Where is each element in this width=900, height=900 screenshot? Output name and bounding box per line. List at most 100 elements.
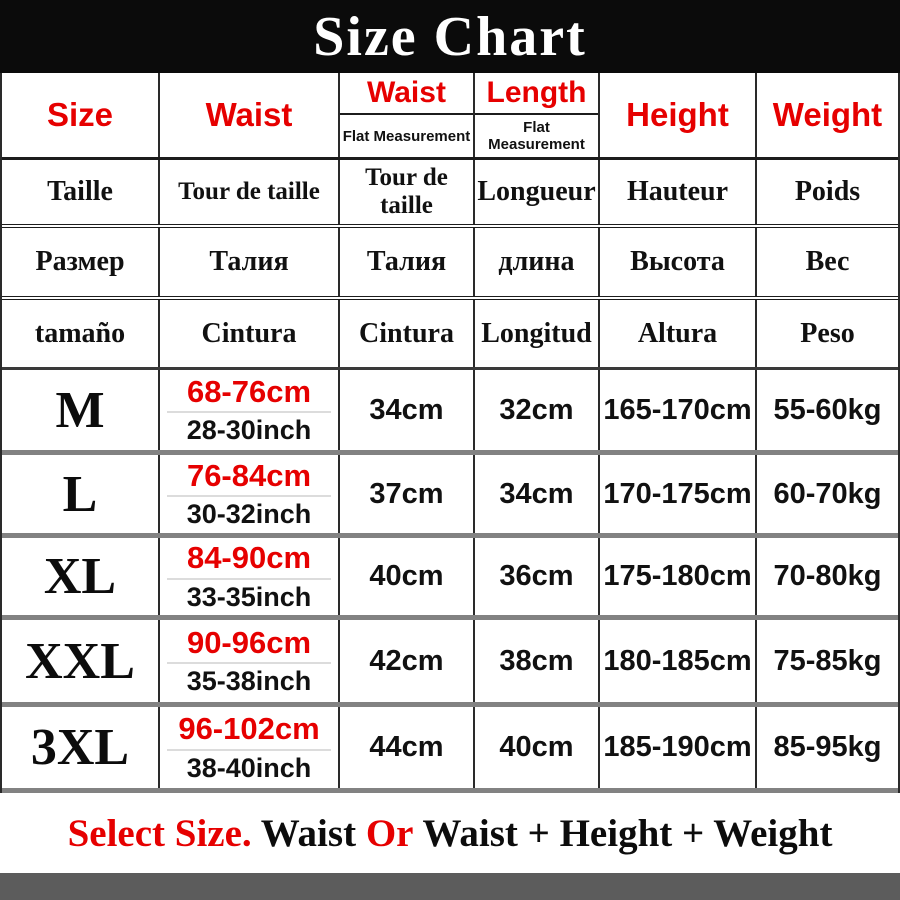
header-cell-size: Size	[2, 73, 160, 157]
french-weight: Poids	[794, 176, 861, 207]
russian-size: Размер	[2, 228, 160, 296]
waist-cell: 84-90cm 33-35inch	[160, 538, 340, 615]
size-row-l: L 76-84cm 30-32inch 37cm 34cm 170-175cm …	[2, 455, 898, 538]
size-chart-table: Size Waist Waist Flat Measurement Length…	[0, 73, 900, 793]
header-row: Size Waist Waist Flat Measurement Length…	[2, 73, 898, 160]
lang-row-spanish: tamaño Cintura Cintura Longitud Altura P…	[2, 300, 898, 370]
french-waist-flat: Tour de taille	[340, 160, 475, 224]
russian-waist-flat: Талия	[340, 228, 475, 296]
length-value: 34cm	[475, 455, 600, 533]
size-value: XL	[43, 548, 117, 605]
size-label: L	[2, 455, 160, 533]
spanish-weight: Peso	[800, 317, 855, 349]
spanish-size: tamaño	[2, 300, 160, 367]
header-length-top: Length	[475, 73, 598, 115]
header-cell-waist: Waist	[160, 73, 340, 157]
russian-length: длина	[475, 228, 600, 296]
height-value: 185-190cm	[600, 707, 757, 788]
french-waist: Tour de taille	[160, 160, 340, 224]
header-label-waist-flat: Waist	[367, 76, 446, 109]
header-length-sublabel: Flat Measurement	[488, 119, 585, 153]
height-value: 180-185cm	[600, 620, 757, 702]
footer-rest: Waist + Height + Weight	[413, 811, 833, 855]
header-label-height: Height	[626, 96, 729, 133]
header-cell-height: Height	[600, 73, 757, 157]
bottom-gray-bar	[0, 873, 900, 900]
waist-cm-value: 96-102cm	[178, 711, 320, 747]
header-label-waist: Waist	[205, 96, 293, 133]
waist-cm-value: 90-96cm	[186, 624, 312, 660]
russian-height: Высота	[600, 228, 757, 296]
header-label-length: Length	[486, 76, 587, 109]
header-label-weight: Weight	[772, 96, 883, 133]
waist-cm-value: 76-84cm	[186, 457, 312, 493]
size-row-xxl: XXL 90-96cm 35-38inch 42cm 38cm 180-185c…	[2, 620, 898, 707]
lang-row-french: Taille Tour de taille Tour de taille Lon…	[2, 160, 898, 228]
header-label-size: Size	[46, 96, 114, 133]
waist-inch-value: 35-38inch	[186, 666, 312, 697]
waist-cm-value: 68-76cm	[186, 373, 312, 409]
weight-value: 85-95kg	[773, 731, 882, 763]
russian-weight: Вес	[805, 246, 850, 277]
waist-cell: 90-96cm 35-38inch	[160, 620, 340, 702]
waist-divider	[167, 662, 331, 665]
size-row-xl: XL 84-90cm 33-35inch 40cm 36cm 175-180cm…	[2, 538, 898, 620]
header-waist-flat-sublabel: Flat Measurement	[342, 127, 471, 145]
spanish-height: Altura	[600, 300, 757, 367]
footer-select-size: Select Size.	[67, 811, 252, 855]
weight-value: 70-80kg	[773, 560, 882, 592]
page-title: Size Chart	[313, 5, 587, 68]
waist-inch-value: 33-35inch	[186, 581, 312, 612]
waist-flat-value: 34cm	[340, 370, 475, 450]
size-row-m: M 68-76cm 28-30inch 34cm 32cm 165-170cm …	[2, 370, 898, 455]
waist-flat-value: 42cm	[340, 620, 475, 702]
title-banner: Size Chart	[0, 0, 900, 73]
header-cell-weight: Weight	[757, 73, 898, 157]
waist-divider	[167, 748, 331, 751]
length-value: 38cm	[475, 620, 600, 702]
waist-cell: 96-102cm 38-40inch	[160, 707, 340, 788]
size-value: M	[55, 381, 105, 439]
height-value: 165-170cm	[600, 370, 757, 450]
size-row-3xl: 3XL 96-102cm 38-40inch 44cm 40cm 185-190…	[2, 707, 898, 793]
footer-or: Or	[365, 811, 414, 855]
spanish-waist: Cintura	[160, 300, 340, 367]
height-value: 170-175cm	[600, 455, 757, 533]
french-height: Hauteur	[600, 160, 757, 224]
spanish-waist-flat: Cintura	[340, 300, 475, 367]
waist-flat-value: 44cm	[340, 707, 475, 788]
waist-divider	[167, 577, 331, 580]
waist-flat-value: 37cm	[340, 455, 475, 533]
spanish-length: Longitud	[475, 300, 600, 367]
waist-inch-value: 38-40inch	[186, 752, 312, 783]
length-value: 40cm	[475, 707, 600, 788]
waist-inch-value: 28-30inch	[186, 415, 312, 446]
french-size: Taille	[2, 160, 160, 224]
size-label: XL	[2, 538, 160, 615]
weight-value: 75-85kg	[773, 644, 882, 677]
height-value: 175-180cm	[600, 538, 757, 615]
waist-inch-value: 30-32inch	[186, 499, 312, 530]
header-cell-waist-flat: Waist Flat Measurement	[340, 73, 475, 157]
lang-row-russian: Размер Талия Талия длина Высота Вес	[2, 228, 898, 300]
waist-cell: 68-76cm 28-30inch	[160, 370, 340, 450]
french-length: Longueur	[475, 160, 600, 224]
russian-waist: Талия	[160, 228, 340, 296]
waist-cm-value: 84-90cm	[186, 540, 312, 576]
size-value: XXL	[25, 632, 135, 690]
size-label: XXL	[2, 620, 160, 702]
length-value: 32cm	[475, 370, 600, 450]
size-label: M	[2, 370, 160, 450]
waist-divider	[167, 411, 331, 414]
size-value: 3XL	[30, 719, 130, 776]
header-cell-length: Length Flat Measurement	[475, 73, 600, 157]
waist-flat-value: 40cm	[340, 538, 475, 615]
weight-value: 55-60kg	[773, 393, 882, 426]
waist-divider	[167, 495, 331, 498]
waist-cell: 76-84cm 30-32inch	[160, 455, 340, 533]
size-value: L	[62, 465, 98, 523]
header-waist-flat-top: Waist	[340, 73, 473, 115]
length-value: 36cm	[475, 538, 600, 615]
footer-note: Select Size. Waist Or Waist + Height + W…	[0, 793, 900, 873]
size-label: 3XL	[2, 707, 160, 788]
